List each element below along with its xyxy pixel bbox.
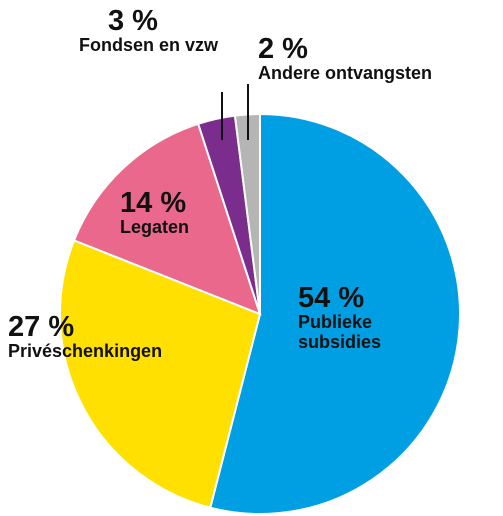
slice-label: 3 % Fondsen en vzw <box>48 6 218 56</box>
slice-label: 2 % Andere ontvangsten <box>258 34 503 84</box>
slice-label: 54 % Publieke subsidies <box>298 283 448 353</box>
value-label: 27 % <box>8 311 75 343</box>
pie-slice <box>59 239 262 509</box>
slice-label: 14 % Legaten <box>120 188 270 238</box>
value-label: 2 % <box>258 33 308 65</box>
category-label: Privéschenkingen <box>8 341 163 362</box>
category-label: Legaten <box>120 217 190 238</box>
category-label: Publieke subsidies <box>298 312 382 353</box>
value-label: 54 % <box>298 282 365 314</box>
category-label: Fondsen en vzw <box>78 35 218 56</box>
value-label: 14 % <box>120 187 187 219</box>
pie-slice <box>209 112 461 515</box>
slice-label: 27 % Privéschenkingen <box>8 312 258 362</box>
value-label: 3 % <box>108 5 158 37</box>
category-label: Andere ontvangsten <box>258 63 433 84</box>
